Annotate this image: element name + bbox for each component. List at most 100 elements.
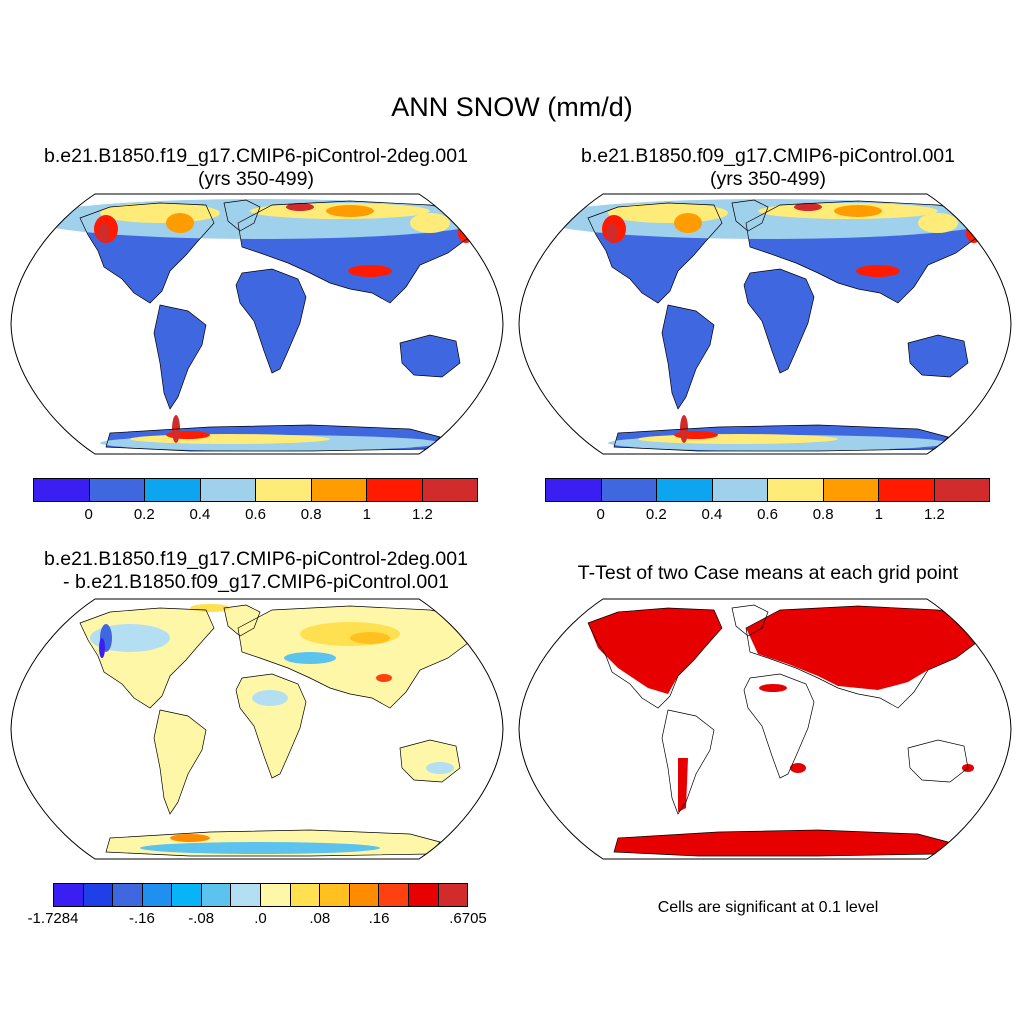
colorbar-swatch bbox=[290, 884, 321, 906]
colorbar-swatch bbox=[934, 479, 989, 501]
coast-australia bbox=[399, 739, 461, 783]
anomaly-region bbox=[99, 638, 105, 658]
panel-title-ttest: T-Test of two Case means at each grid po… bbox=[512, 562, 1024, 585]
colorbar-swatch bbox=[145, 479, 201, 501]
coast-greenland bbox=[223, 604, 261, 637]
coast-greenland bbox=[731, 199, 769, 232]
colorbar-case1 bbox=[33, 478, 478, 502]
colorbar-swatch bbox=[349, 884, 380, 906]
colorbar-swatch bbox=[601, 479, 657, 501]
coast-samerica bbox=[661, 304, 715, 410]
panel-title-case1: b.e21.B1850.f19_g17.CMIP6-piControl-2deg… bbox=[0, 145, 512, 191]
snow-region bbox=[286, 203, 314, 211]
colorbar-swatch bbox=[768, 479, 824, 501]
colorbar-tick-label: 0 bbox=[84, 506, 93, 523]
coast-australia bbox=[907, 334, 969, 378]
snow-region bbox=[856, 265, 900, 277]
panel-title-case2-line2: (yrs 350-499) bbox=[710, 168, 826, 190]
panel-title-case2: b.e21.B1850.f09_g17.CMIP6-piControl.001 … bbox=[512, 145, 1024, 191]
panel-title-case1-line1: b.e21.B1850.f19_g17.CMIP6-piControl-2deg… bbox=[44, 145, 468, 167]
snow-region bbox=[606, 223, 618, 243]
coast-australia bbox=[399, 334, 461, 378]
coast-eurasia bbox=[237, 200, 481, 304]
anomaly-region bbox=[350, 632, 390, 644]
colorbar-diff bbox=[53, 883, 468, 907]
colorbar-swatch bbox=[712, 479, 768, 501]
colorbar-diff-ticks: -1.7284 -.16 -.08 .0 .08 .16 .6705 bbox=[28, 910, 487, 930]
land-australia bbox=[908, 335, 968, 377]
land-africa bbox=[236, 269, 306, 373]
coast-namerica bbox=[79, 202, 215, 304]
colorbar-swatch bbox=[320, 884, 350, 906]
colorbar-swatch bbox=[379, 884, 409, 906]
coast-eurasia bbox=[745, 200, 989, 304]
colorbar-swatch bbox=[201, 884, 232, 906]
panel-title-ttest-line1: T-Test of two Case means at each grid po… bbox=[577, 562, 959, 584]
map-ttest bbox=[518, 598, 1012, 860]
colorbar-tick-label: 0.6 bbox=[245, 506, 266, 523]
colorbar-swatch bbox=[879, 479, 935, 501]
colorbar-tick-label: -.16 bbox=[128, 910, 155, 927]
snow-region bbox=[166, 213, 194, 233]
map-frame bbox=[10, 193, 504, 455]
land-layer bbox=[30, 199, 490, 452]
coast-greenland bbox=[731, 604, 769, 637]
land-samerica bbox=[154, 710, 206, 814]
panel-title-case1-line2: (yrs 350-499) bbox=[198, 168, 314, 190]
significant-patch bbox=[759, 684, 787, 692]
significant-patch bbox=[790, 763, 806, 773]
colorbar-tick-label: .0 bbox=[254, 910, 267, 927]
anomaly-region bbox=[376, 674, 392, 682]
coast-namerica bbox=[587, 607, 723, 709]
panel-title-diff-line2: - b.e21.B1850.f09_g17.CMIP6-piControl.00… bbox=[63, 571, 449, 593]
snow-region bbox=[794, 203, 822, 211]
significance-layer bbox=[587, 604, 989, 857]
coast-samerica bbox=[661, 709, 715, 815]
coast-eurasia bbox=[745, 605, 989, 709]
antarctic-snow-band bbox=[130, 434, 330, 444]
colorbar-tick-label: 0 bbox=[596, 506, 605, 523]
colorbar-tick-label: 1 bbox=[362, 506, 371, 523]
snow-region bbox=[458, 223, 474, 243]
colorbar-swatch bbox=[83, 884, 114, 906]
anomaly-region bbox=[170, 834, 210, 842]
colorbar-tick-label: 0.2 bbox=[133, 506, 155, 523]
colorbar-tick-label: 0.4 bbox=[701, 506, 723, 523]
map-frame bbox=[518, 598, 1012, 860]
panel-title-diff-line1: b.e21.B1850.f19_g17.CMIP6-piControl-2deg… bbox=[44, 548, 468, 570]
colorbar-swatch bbox=[438, 884, 468, 906]
ttest-footnote: Cells are significant at 0.1 level bbox=[657, 899, 879, 916]
land-samerica bbox=[662, 305, 714, 409]
significant-antarctica bbox=[614, 830, 948, 856]
colorbar-swatch bbox=[34, 479, 90, 501]
colorbar-swatch bbox=[89, 479, 145, 501]
colorbar-swatch bbox=[231, 884, 262, 906]
anomaly-region bbox=[284, 652, 336, 664]
colorbar-tick-label: -1.7284 bbox=[27, 910, 79, 927]
colorbar-swatch bbox=[113, 884, 143, 906]
snow-region bbox=[98, 223, 110, 243]
anomaly-region bbox=[140, 842, 380, 854]
antarctic-snow-band bbox=[638, 434, 838, 444]
colorbar-swatch bbox=[54, 884, 84, 906]
colorbar-swatch bbox=[311, 479, 367, 501]
colorbar-tick-label: 1.2 bbox=[923, 506, 945, 523]
anomaly-region bbox=[300, 622, 400, 646]
colorbar-tick-label: 0.2 bbox=[645, 506, 667, 523]
colorbar-swatch bbox=[408, 884, 439, 906]
coast-eurasia bbox=[237, 605, 481, 709]
colorbar-tick-label: .08 bbox=[309, 910, 331, 927]
snow-region bbox=[410, 213, 450, 233]
coast-namerica bbox=[79, 607, 215, 709]
colorbar-swatch bbox=[546, 479, 602, 501]
colorbar-tick-label: .16 bbox=[368, 910, 390, 927]
snow-region bbox=[834, 205, 882, 217]
anomaly-region bbox=[252, 690, 288, 706]
snow-region bbox=[918, 213, 958, 233]
colorbar-swatch bbox=[172, 884, 202, 906]
colorbar-swatch bbox=[657, 479, 713, 501]
colorbar-tick-label: 0.6 bbox=[757, 506, 778, 523]
colorbar-case2-ticks: 0 0.2 0.4 0.6 0.8 1 1.2 bbox=[545, 506, 990, 526]
colorbar-swatch bbox=[200, 479, 256, 501]
map-frame bbox=[518, 193, 1012, 455]
